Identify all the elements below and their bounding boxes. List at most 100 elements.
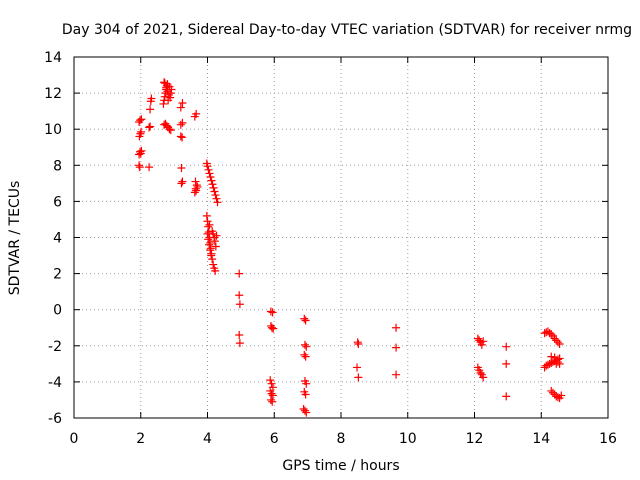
y-tick-label: 0: [53, 303, 62, 319]
x-axis-label: GPS time / hours: [282, 458, 399, 474]
y-tick-label: -2: [48, 339, 62, 355]
data-point: [542, 328, 551, 337]
data-point: [205, 240, 214, 249]
data-point: [552, 392, 561, 401]
data-point: [301, 352, 310, 361]
data-point: [146, 122, 155, 131]
y-axis-label: SDTVAR / TECUs: [7, 181, 23, 296]
data-point: [166, 126, 175, 135]
data-point: [176, 103, 185, 112]
data-point: [165, 125, 174, 134]
y-tick-label: 8: [53, 158, 62, 174]
y-tick-label: -4: [48, 375, 62, 391]
data-point: [301, 316, 310, 325]
data-point: [206, 238, 215, 247]
data-points: [135, 78, 566, 417]
data-point: [353, 363, 362, 372]
data-point: [268, 308, 277, 317]
data-point: [300, 350, 309, 359]
data-point: [553, 393, 562, 402]
x-tick-label: 6: [270, 431, 279, 447]
data-point: [209, 183, 218, 192]
data-point: [137, 127, 146, 136]
data-point: [147, 94, 156, 103]
data-point: [353, 338, 362, 347]
data-point: [266, 376, 275, 385]
data-point: [547, 330, 556, 339]
data-point: [135, 163, 144, 172]
data-point: [206, 244, 215, 253]
data-point: [211, 266, 220, 275]
x-tick-label: 14: [532, 431, 550, 447]
data-point: [178, 99, 187, 108]
data-point: [268, 397, 277, 406]
data-point: [190, 188, 199, 197]
data-point: [211, 242, 220, 251]
data-point: [553, 358, 562, 367]
x-tick-label: 2: [136, 431, 145, 447]
data-point: [475, 336, 484, 345]
data-point: [136, 147, 145, 156]
data-point: [269, 324, 278, 333]
data-point: [177, 179, 186, 188]
chart-title: Day 304 of 2021, Sidereal Day-to-day VTE…: [62, 22, 632, 38]
data-point: [550, 353, 559, 362]
data-point: [135, 161, 144, 170]
data-point: [392, 323, 401, 332]
data-point: [204, 222, 213, 231]
y-tick-label: -6: [48, 411, 62, 427]
data-point: [479, 337, 488, 346]
y-tick-label: 10: [44, 122, 62, 138]
data-point: [137, 146, 146, 155]
data-point: [267, 389, 276, 398]
data-point: [192, 181, 201, 190]
data-point: [193, 182, 202, 191]
data-point: [502, 359, 511, 368]
x-tick-label: 8: [337, 431, 346, 447]
data-point: [210, 237, 219, 246]
grid-lines: [74, 57, 608, 418]
data-point: [552, 359, 561, 368]
data-point: [300, 406, 309, 415]
data-point: [552, 336, 561, 345]
data-point: [235, 339, 244, 348]
data-point: [160, 79, 169, 88]
data-point: [178, 118, 187, 127]
x-tick-label: 10: [399, 431, 417, 447]
data-point: [302, 408, 311, 417]
data-point: [555, 339, 564, 348]
data-point: [502, 342, 511, 351]
data-point: [267, 379, 276, 388]
data-point: [210, 187, 219, 196]
data-point: [392, 370, 401, 379]
y-tick-label: 14: [44, 50, 62, 66]
data-point: [479, 373, 488, 382]
data-point: [163, 87, 172, 96]
data-point: [176, 132, 185, 141]
data-point: [502, 392, 511, 401]
data-point: [192, 186, 201, 195]
data-point: [205, 169, 214, 178]
data-point: [266, 395, 275, 404]
data-point: [550, 334, 559, 343]
data-point: [191, 177, 200, 186]
x-axis: 0 2 4 6 8 10 12 14 16: [70, 57, 617, 447]
data-point: [207, 251, 216, 260]
data-point: [136, 129, 145, 138]
data-point: [235, 330, 244, 339]
data-point: [208, 255, 217, 264]
data-point: [137, 115, 146, 124]
data-point: [164, 96, 173, 105]
data-point: [178, 177, 187, 186]
data-point: [267, 323, 276, 332]
data-point: [235, 300, 244, 309]
data-point: [203, 217, 212, 226]
data-point: [203, 162, 212, 171]
data-point: [547, 352, 556, 361]
data-point: [476, 368, 485, 377]
data-point: [545, 359, 554, 368]
data-point: [392, 343, 401, 352]
x-tick-label: 0: [70, 431, 79, 447]
data-point: [207, 176, 216, 185]
